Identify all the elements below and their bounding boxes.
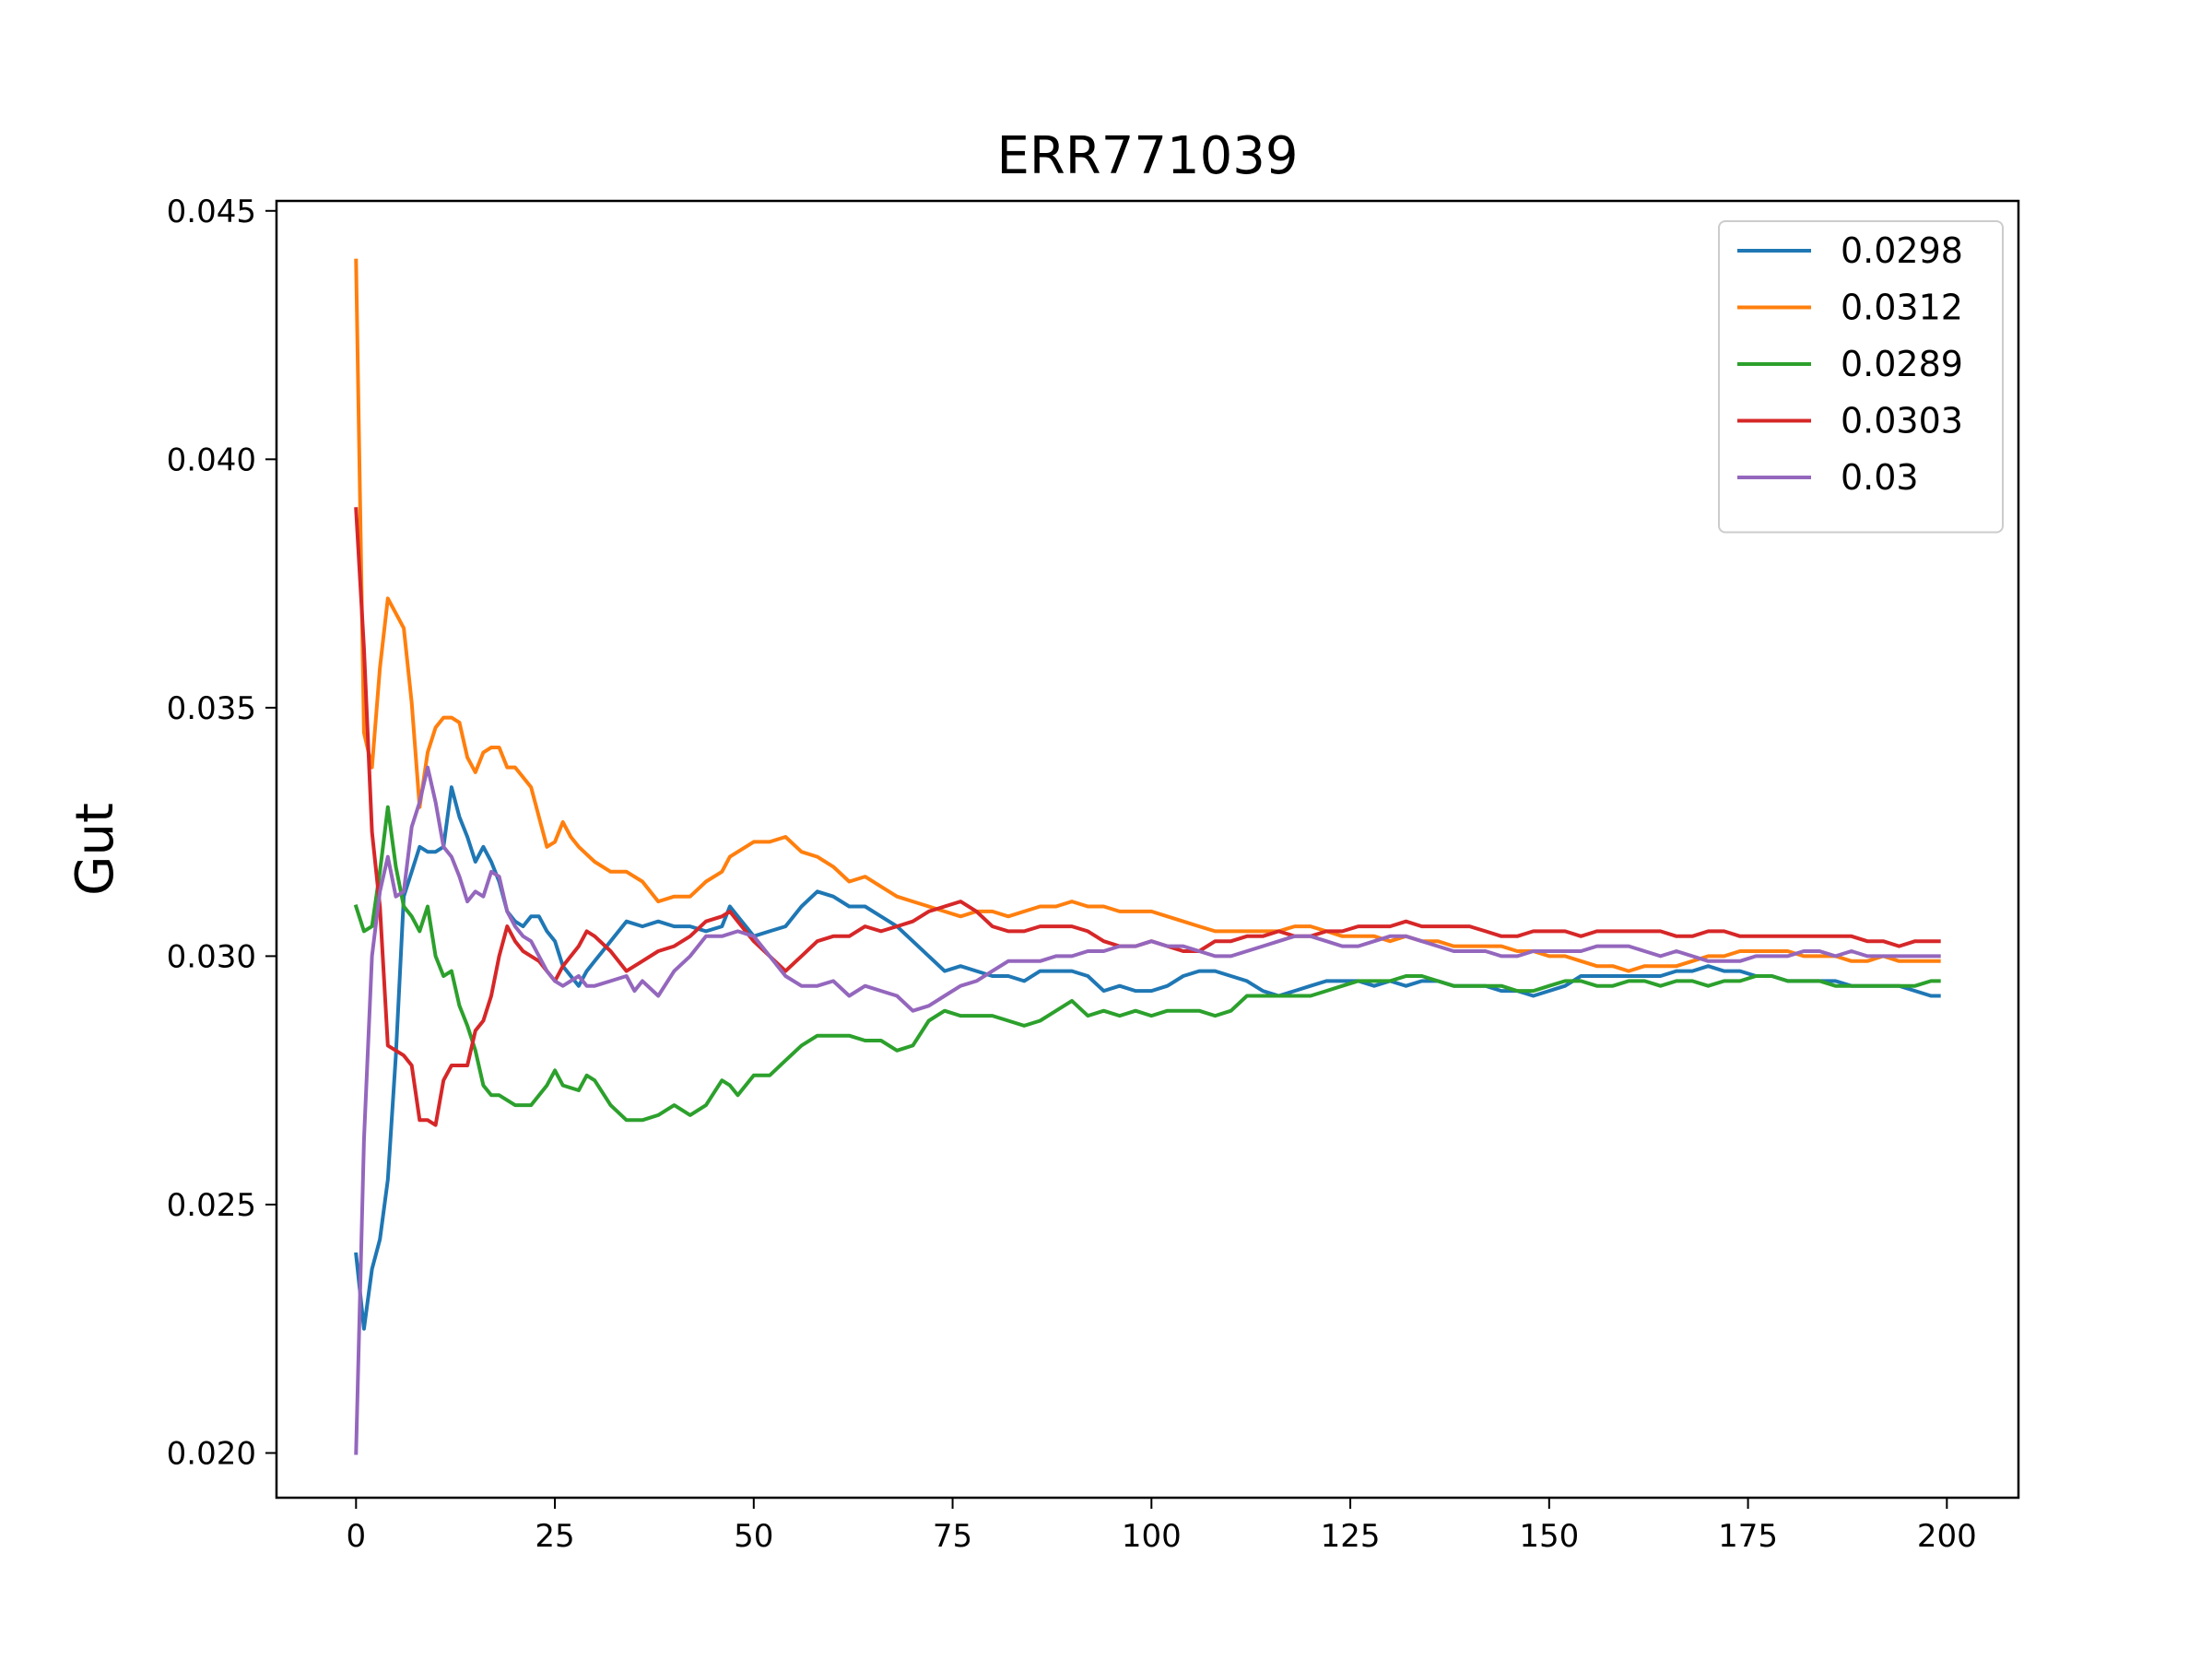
y-tick-label: 0.045 <box>167 194 256 230</box>
legend-label: 0.0298 <box>1841 230 1963 271</box>
x-tick-label: 75 <box>933 1518 972 1555</box>
y-tick-label: 0.020 <box>167 1435 256 1472</box>
y-tick-label: 0.040 <box>167 441 256 478</box>
legend-label: 0.0289 <box>1841 344 1963 384</box>
x-tick-label: 0 <box>346 1518 366 1555</box>
series-line-1 <box>354 258 1941 973</box>
x-tick-label: 200 <box>1917 1518 1977 1555</box>
y-axis-label: Gut <box>65 803 125 896</box>
series-line-2 <box>353 805 1941 1123</box>
x-tick-label: 25 <box>535 1518 574 1555</box>
axes-frame <box>275 199 2020 1500</box>
legend-label: 0.0312 <box>1841 288 1963 328</box>
x-tick-label: 125 <box>1321 1518 1381 1555</box>
x-tick-label: 50 <box>734 1518 773 1555</box>
series-lines <box>353 258 1941 1455</box>
y-tick-label: 0.035 <box>167 690 256 727</box>
y-tick-label: 0.025 <box>167 1187 256 1224</box>
y-tick-label: 0.030 <box>167 938 256 975</box>
x-tick-label: 175 <box>1718 1518 1778 1555</box>
y-axis-ticks: 0.020 0.025 0.030 0.035 0.040 0.045 <box>167 194 276 1472</box>
chart-title: ERR771039 <box>997 126 1299 186</box>
x-tick-label: 100 <box>1122 1518 1182 1555</box>
legend-box <box>1718 220 2004 534</box>
legend-label: 0.03 <box>1841 457 1919 498</box>
series-line-4 <box>354 765 1941 1455</box>
x-tick-label: 150 <box>1519 1518 1579 1555</box>
legend-label: 0.0303 <box>1841 401 1963 441</box>
x-axis-ticks: 0 25 50 75 100 125 150 175 200 <box>346 1498 1977 1555</box>
series-line-3 <box>354 507 1941 1127</box>
legend: 0.0298 0.0312 0.0289 0.0303 0.03 <box>1718 220 2004 534</box>
